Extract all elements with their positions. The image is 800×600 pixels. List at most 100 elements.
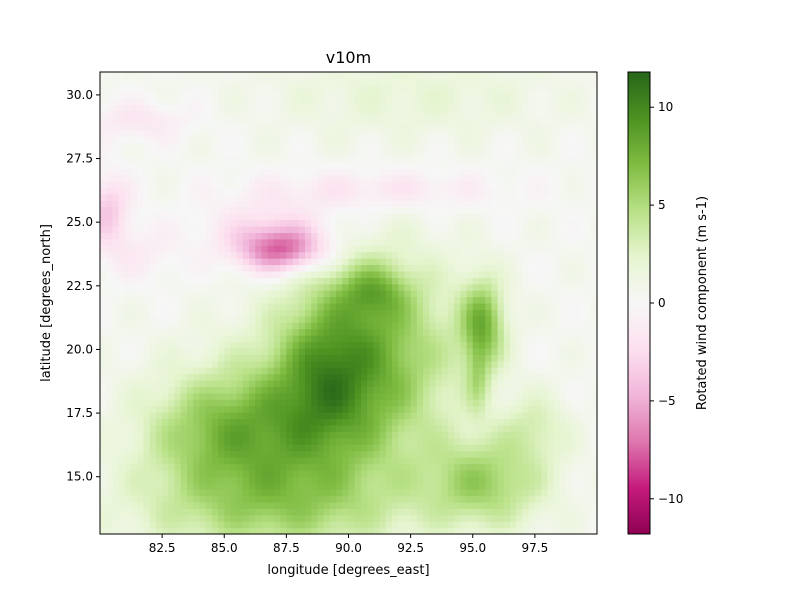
heatmap-cell xyxy=(137,450,145,458)
heatmap-cell xyxy=(267,187,275,195)
heatmap-cell xyxy=(100,360,107,368)
heatmap-cell xyxy=(454,482,461,490)
heatmap-cell xyxy=(516,200,524,208)
heatmap-cell xyxy=(298,354,306,362)
heatmap-cell xyxy=(292,129,300,137)
heatmap-cell xyxy=(211,129,219,137)
heatmap-cell xyxy=(143,373,151,381)
heatmap-cell xyxy=(137,116,145,124)
heatmap-cell xyxy=(454,270,461,278)
heatmap-cell xyxy=(149,149,157,157)
heatmap-cell xyxy=(311,193,319,201)
heatmap-cell xyxy=(193,495,200,503)
heatmap-cell xyxy=(441,476,449,484)
heatmap-cell xyxy=(385,251,393,259)
heatmap-cell xyxy=(280,521,287,529)
heatmap-cell xyxy=(329,136,337,144)
heatmap-cell xyxy=(224,193,232,201)
heatmap-cell xyxy=(497,341,505,349)
heatmap-cell xyxy=(497,142,505,150)
heatmap-cell xyxy=(261,277,269,285)
heatmap-cell xyxy=(205,213,213,221)
heatmap-cell xyxy=(149,335,157,343)
heatmap-cell xyxy=(391,341,399,349)
heatmap-cell xyxy=(255,200,263,208)
heatmap-cell xyxy=(186,168,194,176)
heatmap-cell xyxy=(224,78,232,86)
heatmap-cell xyxy=(503,315,511,323)
heatmap-cell xyxy=(168,367,176,375)
heatmap-cell xyxy=(367,258,374,266)
heatmap-cell xyxy=(336,283,343,291)
heatmap-cell xyxy=(143,360,151,368)
heatmap-cell xyxy=(273,206,281,214)
heatmap-cell xyxy=(348,309,356,317)
heatmap-cell xyxy=(373,322,381,330)
heatmap-cell xyxy=(373,258,381,266)
heatmap-cell xyxy=(286,508,294,516)
heatmap-cell xyxy=(193,213,200,221)
heatmap-cell xyxy=(149,251,157,259)
heatmap-cell xyxy=(211,174,219,182)
heatmap-cell xyxy=(354,213,362,221)
heatmap-cell xyxy=(311,309,319,317)
heatmap-cell xyxy=(124,213,132,221)
heatmap-cell xyxy=(379,367,387,375)
heatmap-cell xyxy=(391,78,399,86)
heatmap-cell xyxy=(410,161,418,169)
heatmap-cell xyxy=(168,521,176,529)
heatmap-cell xyxy=(292,501,300,509)
heatmap-cell xyxy=(236,444,244,452)
heatmap-cell xyxy=(391,354,399,362)
heatmap-cell xyxy=(336,174,343,182)
heatmap-cell xyxy=(460,187,468,195)
heatmap-cell xyxy=(180,193,188,201)
heatmap-cell xyxy=(323,72,331,80)
heatmap-cell xyxy=(286,418,294,426)
heatmap-cell xyxy=(311,296,319,304)
heatmap-cell xyxy=(311,283,319,291)
heatmap-cell xyxy=(522,450,530,458)
heatmap-cell xyxy=(286,373,294,381)
heatmap-cell xyxy=(155,219,163,227)
heatmap-cell xyxy=(211,476,219,484)
heatmap-cell xyxy=(205,309,213,317)
heatmap-cell xyxy=(230,155,238,163)
heatmap-cell xyxy=(329,232,337,240)
heatmap-cell xyxy=(460,354,468,362)
heatmap-cell xyxy=(435,418,443,426)
heatmap-cell xyxy=(410,431,418,439)
heatmap-cell xyxy=(373,527,381,535)
heatmap-cell xyxy=(118,444,126,452)
heatmap-cell xyxy=(267,277,275,285)
heatmap-cell xyxy=(106,116,114,124)
heatmap-cell xyxy=(180,354,188,362)
heatmap-cell xyxy=(466,129,474,137)
heatmap-cell xyxy=(367,174,374,182)
heatmap-cell xyxy=(478,277,486,285)
heatmap-cell xyxy=(360,309,368,317)
heatmap-cell xyxy=(466,168,474,176)
heatmap-cell xyxy=(398,418,406,426)
heatmap-cell xyxy=(230,367,238,375)
heatmap-cell xyxy=(218,514,225,522)
heatmap-cell xyxy=(510,444,517,452)
heatmap-cell xyxy=(180,78,188,86)
heatmap-cell xyxy=(447,129,455,137)
heatmap-cell xyxy=(447,200,455,208)
heatmap-cell xyxy=(503,392,511,400)
heatmap-cell xyxy=(379,373,387,381)
heatmap-cell xyxy=(137,392,145,400)
heatmap-cell xyxy=(391,437,399,445)
heatmap-cell xyxy=(100,386,107,394)
heatmap-cell xyxy=(323,232,331,240)
heatmap-cell xyxy=(162,193,169,201)
heatmap-cell xyxy=(186,489,194,497)
heatmap-cell xyxy=(305,283,312,291)
heatmap-cell xyxy=(410,168,418,176)
heatmap-cell xyxy=(305,514,312,522)
heatmap-cell xyxy=(286,181,294,189)
heatmap-cell xyxy=(404,424,412,432)
heatmap-cell xyxy=(218,213,225,221)
heatmap-cell xyxy=(168,283,176,291)
